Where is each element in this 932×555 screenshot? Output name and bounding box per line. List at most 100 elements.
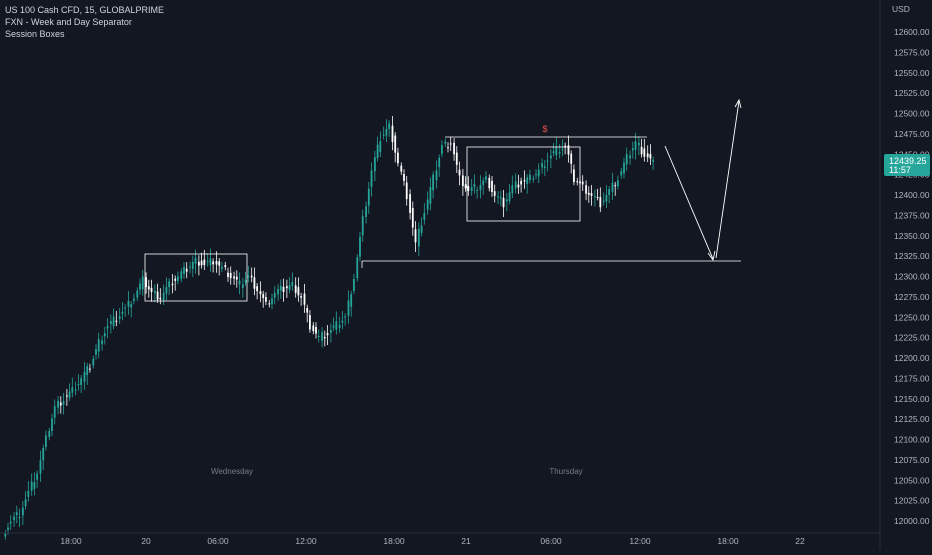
candle-body <box>294 285 297 293</box>
candle-body <box>643 148 646 157</box>
candle-body <box>526 177 529 184</box>
candle-body <box>359 236 361 257</box>
candle-body <box>488 177 491 189</box>
candle-body <box>561 149 564 151</box>
candle-body <box>271 298 273 305</box>
candle-body <box>256 286 259 292</box>
candle-body <box>347 300 350 316</box>
candle-body <box>388 123 391 129</box>
candle-body <box>115 320 118 322</box>
candle-body <box>133 298 135 301</box>
candle-body <box>365 206 367 218</box>
candle-body <box>552 151 555 154</box>
candle-body <box>379 141 382 153</box>
price-tick-label: 12500.00 <box>894 109 930 119</box>
candle-body <box>420 225 423 234</box>
candle-body <box>617 180 619 187</box>
candle-body <box>652 159 655 162</box>
candle-body <box>21 507 24 516</box>
arrowhead-down-icon <box>707 250 716 262</box>
price-tick-label: 12475.00 <box>894 129 930 139</box>
candle-body <box>508 192 511 201</box>
candle-body <box>273 292 276 298</box>
time-tick-label: 22 <box>795 536 805 546</box>
candle-body <box>353 278 355 291</box>
candle-body <box>587 192 590 195</box>
candle-body <box>620 171 623 176</box>
candle-body <box>535 174 537 176</box>
candle-body <box>479 184 482 191</box>
candle-body <box>118 316 121 319</box>
candle-body <box>499 197 502 199</box>
candle-body <box>391 125 394 143</box>
candle-body <box>464 184 467 189</box>
symbol-title[interactable]: US 100 Cash CFD, 15, GLOBALPRIME <box>5 5 165 15</box>
candle-body <box>367 188 370 206</box>
price-tick-label: 12050.00 <box>894 475 930 485</box>
candle-body <box>599 197 602 208</box>
candle-body <box>130 304 133 308</box>
candle-body <box>602 200 605 202</box>
time-axis[interactable]: 18:00 20 06:00 12:00 18:00 21 06:00 12:00 18:00 2… <box>0 467 880 546</box>
candle-body <box>159 297 162 300</box>
price-tag <box>884 154 930 177</box>
candle-body <box>637 142 640 146</box>
candle-body <box>326 333 329 336</box>
price-tick-label: 12550.00 <box>894 68 930 78</box>
candle-body <box>241 284 244 288</box>
candle-body <box>467 186 470 191</box>
time-tick-label: 18:00 <box>717 536 739 546</box>
time-tick-label: 21 <box>461 536 471 546</box>
candle-body <box>608 189 611 195</box>
candle-body <box>174 278 177 281</box>
candle-body <box>511 185 514 194</box>
candle-body <box>411 208 414 228</box>
price-tick-label: 12300.00 <box>894 272 930 282</box>
candle-body <box>461 175 464 187</box>
chart-legend: US 100 Cash CFD, 15, GLOBALPRIME FXN - W… <box>5 4 164 40</box>
candle-body <box>321 332 323 341</box>
candle-body <box>189 266 191 268</box>
candle-body <box>297 287 300 296</box>
indicator-week-day-separator[interactable]: FXN - Week and Day Separator <box>5 17 132 27</box>
price-tag-countdown: 11:57 <box>889 165 911 175</box>
candle-body <box>502 197 505 208</box>
candle-body <box>564 145 567 147</box>
candle-body <box>153 290 156 293</box>
candle-body <box>221 266 223 269</box>
candle-body <box>203 259 206 266</box>
time-tick-label: 12:00 <box>629 536 651 546</box>
candle-body <box>332 325 335 328</box>
liquidity-marker: $ <box>542 124 547 134</box>
candle-body <box>444 141 447 144</box>
candle-body <box>338 325 341 328</box>
candle-body <box>183 266 185 274</box>
price-tick-label: 12100.00 <box>894 435 930 445</box>
candle-body <box>505 199 508 202</box>
candle-body <box>441 145 443 154</box>
candle-body <box>585 185 587 194</box>
candle-body <box>109 321 112 324</box>
candle-body <box>570 153 573 164</box>
candle-body <box>491 180 493 193</box>
candle-body <box>279 286 282 291</box>
indicator-session-boxes[interactable]: Session Boxes <box>5 29 65 39</box>
candle-body <box>36 473 39 480</box>
candle-body <box>30 481 33 491</box>
candle-body <box>65 395 68 397</box>
candle-body <box>649 153 652 159</box>
time-tick-label: 06:00 <box>207 536 229 546</box>
price-axis[interactable]: USD 12600.00 12575.00 12550.00 12525.00 12500… <box>879 0 930 550</box>
candle-body <box>590 193 593 196</box>
candle-body <box>200 260 203 266</box>
candle-body <box>555 146 558 156</box>
candle-body <box>86 366 89 376</box>
candle-body <box>168 281 171 288</box>
candle-body <box>596 196 599 198</box>
candle-body <box>97 339 100 352</box>
candle-body <box>317 335 320 337</box>
candle-body <box>288 285 291 290</box>
candle-body <box>458 169 461 176</box>
